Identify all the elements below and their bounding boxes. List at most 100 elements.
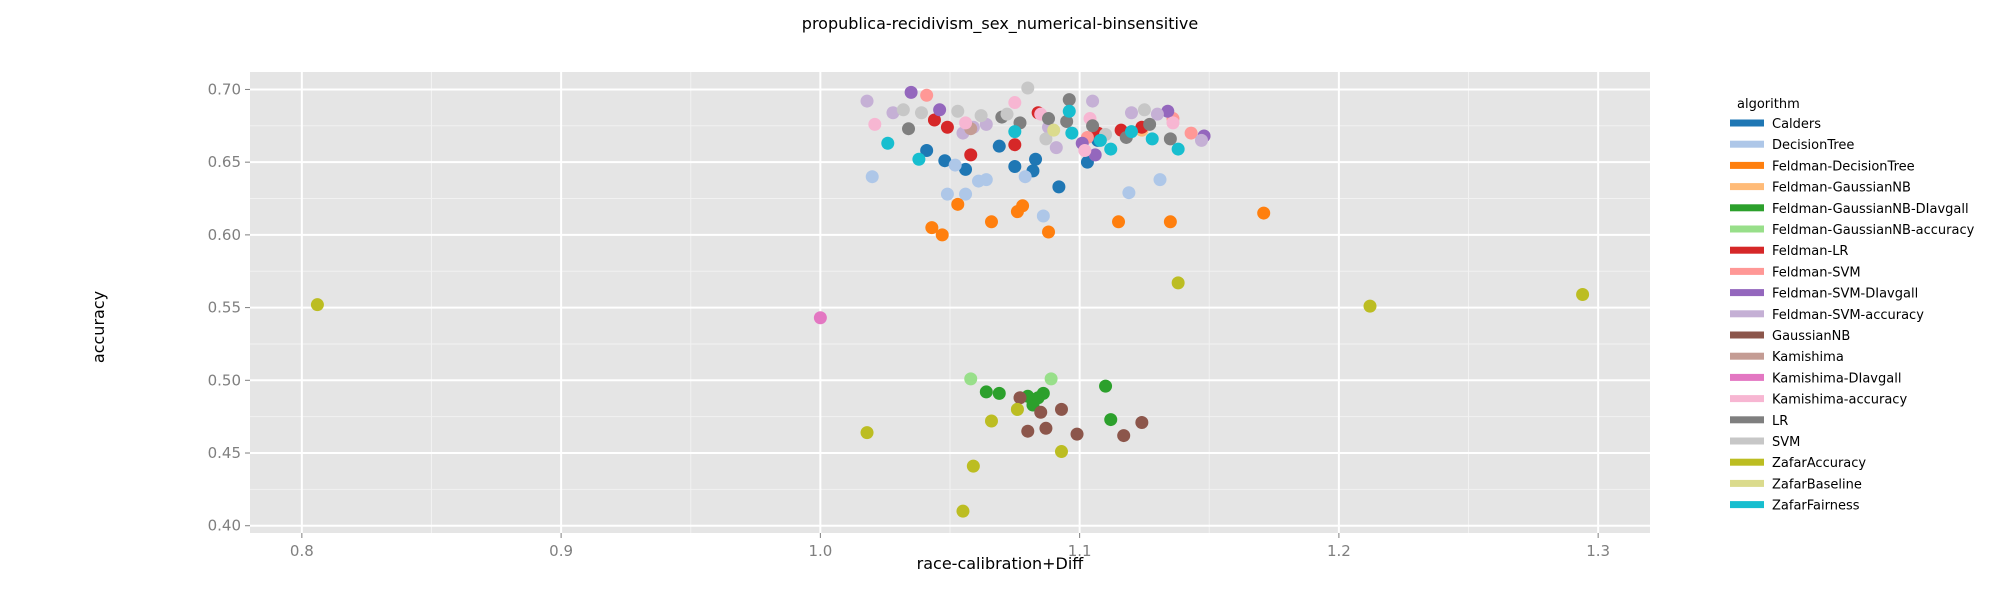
- data-point: Feldman-DecisionTree: (1.043, 0.605): [925, 221, 939, 235]
- data-point: ZafarAccuracy: (1.093, 0.451): [1054, 445, 1068, 459]
- legend-swatch: [1730, 310, 1764, 318]
- data-point: Feldman-DecisionTree: (1.078, 0.62): [1016, 199, 1030, 213]
- y-tick-label: 0.70: [208, 80, 241, 98]
- legend-swatch: [1730, 501, 1764, 509]
- data-point: Kamishima-accuracy: (1.021, 0.676): [868, 117, 882, 131]
- data-point: GaussianNB: (1.124, 0.471): [1135, 415, 1149, 429]
- data-point: Feldman-SVM-DIavgall: (1.106, 0.655): [1088, 148, 1102, 162]
- legend-label: Calders: [1772, 117, 1821, 132]
- data-point: Feldman-SVM-accuracy: (1.13, 0.683): [1150, 107, 1164, 121]
- legend: algorithm Calders DecisionTree Feldman-Dec…: [1730, 97, 1975, 514]
- data-point: ZafarAccuracy: (1.059, 0.441): [966, 459, 980, 473]
- data-point: Feldman-SVM-accuracy: (1.018, 0.692): [860, 94, 874, 108]
- data-point: Feldman-LR: (1.075, 0.662): [1008, 138, 1022, 152]
- x-tick-label: 1.0: [808, 542, 832, 560]
- data-point: SVM: (1.125, 0.686): [1137, 103, 1151, 117]
- data-point: GaussianNB: (1.099, 0.463): [1070, 427, 1084, 441]
- y-tick-label: 0.65: [208, 153, 241, 171]
- data-point: Calders: (1.075, 0.647): [1008, 160, 1022, 174]
- legend-label: Kamishima-accuracy: [1772, 393, 1907, 408]
- data-point: Feldman-SVM-accuracy: (1.091, 0.66): [1049, 141, 1063, 155]
- data-point: LR: (1.095, 0.678): [1060, 114, 1074, 128]
- data-point: Calders: (1.069, 0.661): [992, 139, 1006, 153]
- legend-label: Feldman-GaussianNB-DIavgall: [1772, 202, 1969, 217]
- data-point: Feldman-GaussianNB-DIavgall: (1.069, 0.4…: [992, 386, 1006, 400]
- data-point: ZafarFairness: (1.038, 0.652): [912, 152, 926, 166]
- data-point: Feldman-GaussianNB-accuracy: (1.058, 0.5…: [964, 372, 978, 386]
- data-point: ZafarAccuracy: (1.294, 0.559): [1576, 288, 1590, 302]
- legend-swatch: [1730, 119, 1764, 127]
- data-point: Calders: (1.056, 0.645): [959, 162, 973, 176]
- y-tick-label: 0.40: [208, 517, 241, 535]
- legend-swatch: [1730, 204, 1764, 212]
- data-point: ZafarFairness: (1.096, 0.685): [1062, 104, 1076, 118]
- legend-label: ZafarFairness: [1772, 499, 1860, 514]
- data-point: Feldman-DecisionTree: (1.066, 0.609): [984, 215, 998, 229]
- data-point: Kamishima-accuracy: (1.056, 0.677): [959, 116, 973, 130]
- data-point: SVM: (1.032, 0.686): [896, 103, 910, 117]
- legend-label: Feldman-SVM-DIavgall: [1772, 287, 1918, 302]
- data-point: Calders: (1.048, 0.651): [938, 154, 952, 168]
- y-axis-label: accuracy: [89, 291, 108, 363]
- data-point: Feldman-LR: (1.049, 0.674): [940, 120, 954, 134]
- data-point: GaussianNB: (1.077, 0.488): [1013, 391, 1027, 405]
- data-point: DecisionTree: (1.049, 0.628): [940, 187, 954, 201]
- legend-label: Feldman-GaussianNB: [1772, 181, 1911, 196]
- legend-swatch: [1730, 225, 1764, 233]
- legend-label: Feldman-DecisionTree: [1772, 159, 1915, 174]
- data-point: ZafarFairness: (1.12, 0.671): [1124, 125, 1138, 139]
- legend-swatch: [1730, 395, 1764, 403]
- x-tick-label: 0.8: [290, 542, 314, 560]
- data-point: DecisionTree: (1.079, 0.64): [1018, 170, 1032, 184]
- data-point: LR: (1.096, 0.693): [1062, 93, 1076, 107]
- data-point: SVM: (1.087, 0.666): [1039, 132, 1053, 146]
- legend-swatch: [1730, 416, 1764, 424]
- chart-title: propublica-recidivism_sex_numerical-bins…: [802, 14, 1198, 34]
- data-point: Feldman-SVM: (1.143, 0.67): [1184, 126, 1198, 140]
- data-point: GaussianNB: (1.087, 0.467): [1039, 421, 1053, 435]
- legend-label: LR: [1772, 414, 1788, 429]
- legend-label: DecisionTree: [1772, 138, 1854, 153]
- legend-swatch: [1730, 437, 1764, 445]
- data-point: Feldman-SVM: (1.041, 0.696): [920, 88, 934, 102]
- data-point: Feldman-DecisionTree: (1.047, 0.6): [935, 228, 949, 242]
- legend-title: algorithm: [1737, 97, 1800, 112]
- x-axis: 0.8 0.9 1.0 1.1 1.2 1.3: [290, 533, 1610, 560]
- legend-label: Feldman-SVM-accuracy: [1772, 308, 1924, 323]
- legend-label: SVM: [1772, 435, 1800, 450]
- x-tick-label: 1.3: [1586, 542, 1610, 560]
- data-point: Feldman-DecisionTree: (1.135, 0.609): [1163, 215, 1177, 229]
- data-point: GaussianNB: (1.08, 0.465): [1021, 424, 1035, 438]
- legend-swatch: [1730, 289, 1764, 297]
- data-point: Feldman-GaussianNB-DIavgall: (1.064, 0.4…: [979, 385, 993, 399]
- data-point: ZafarAccuracy: (0.806, 0.552): [310, 298, 324, 312]
- legend-label: Kamishima-DIavgall: [1772, 371, 1901, 386]
- data-point: Feldman-DecisionTree: (1.053, 0.621): [951, 197, 965, 211]
- data-point: Kamishima-accuracy: (1.136, 0.677): [1166, 116, 1180, 130]
- data-point: LR: (1.127, 0.676): [1143, 117, 1157, 131]
- data-point: ZafarAccuracy: (1.055, 0.41): [956, 504, 970, 518]
- data-point: ZafarAccuracy: (1.212, 0.551): [1363, 299, 1377, 313]
- x-axis-label: race-calibration+Diff: [917, 554, 1085, 573]
- data-point: LR: (1.105, 0.675): [1086, 119, 1100, 133]
- data-point: SVM: (1.072, 0.683): [1000, 107, 1014, 121]
- x-tick-label: 0.9: [549, 542, 573, 560]
- data-point: Kamishima-accuracy: (1.102, 0.658): [1078, 144, 1092, 158]
- data-point: Kamishima-DIavgall: (1, 0.543): [813, 311, 827, 325]
- major-gridlines: [250, 72, 1650, 533]
- data-point: Feldman-GaussianNB-DIavgall: (1.112, 0.4…: [1104, 413, 1118, 427]
- y-axis: 0.40 0.45 0.50 0.55 0.60 0.65 0.70: [208, 80, 250, 535]
- data-point: Kamishima-accuracy: (1.075, 0.691): [1008, 96, 1022, 110]
- data-point: DecisionTree: (1.056, 0.628): [959, 187, 973, 201]
- data-point: GaussianNB: (1.117, 0.462): [1117, 429, 1131, 443]
- data-point: ZafarAccuracy: (1.018, 0.464): [860, 426, 874, 440]
- data-point: ZafarFairness: (1.097, 0.67): [1065, 126, 1079, 140]
- legend-swatch: [1730, 352, 1764, 360]
- data-point: Feldman-DecisionTree: (1.088, 0.602): [1042, 225, 1056, 239]
- y-tick-label: 0.50: [208, 371, 241, 389]
- data-point: DecisionTree: (1.02, 0.64): [865, 170, 879, 184]
- legend-label: ZafarBaseline: [1772, 477, 1862, 492]
- data-point: ZafarFairness: (1.112, 0.659): [1104, 142, 1118, 156]
- x-tick-label: 1.2: [1327, 542, 1351, 560]
